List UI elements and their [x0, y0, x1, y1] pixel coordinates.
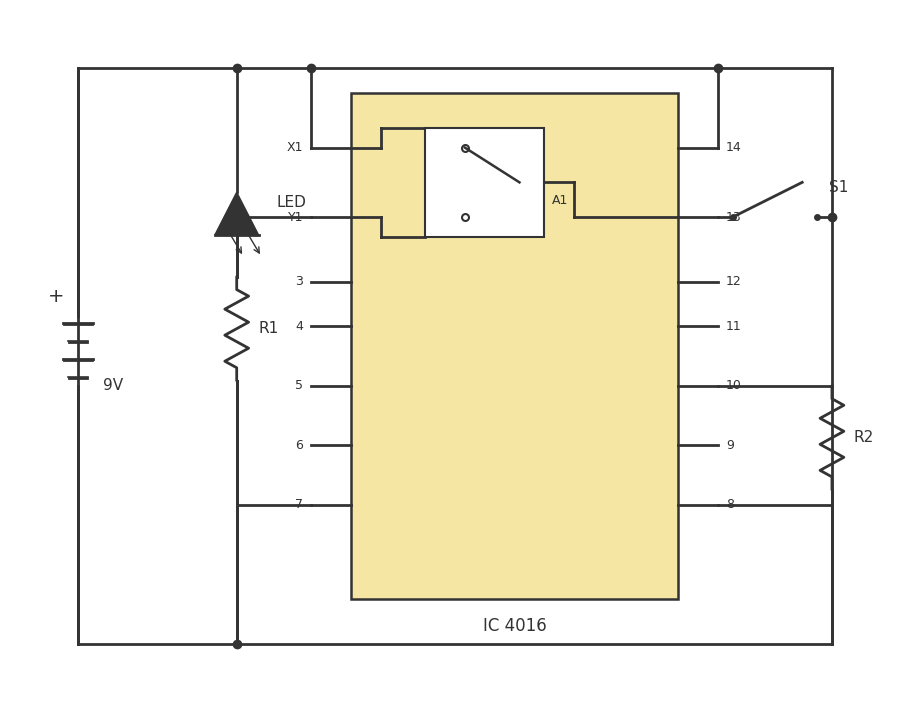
Text: X1: X1	[287, 141, 303, 154]
Bar	[425, 128, 544, 237]
Text: 3: 3	[296, 275, 303, 288]
Text: Y1: Y1	[287, 210, 303, 224]
Text: R2: R2	[854, 430, 874, 445]
Text: 13: 13	[726, 210, 742, 224]
Text: IC 4016: IC 4016	[483, 617, 546, 635]
Text: 10: 10	[726, 379, 742, 393]
Text: R1: R1	[259, 321, 278, 336]
Text: 9: 9	[726, 439, 733, 451]
Polygon shape	[214, 192, 259, 235]
Text: 9V: 9V	[103, 379, 123, 393]
Text: 11: 11	[726, 320, 742, 333]
Text: 8: 8	[726, 498, 733, 511]
Bar	[350, 93, 678, 599]
Text: 12: 12	[726, 275, 742, 288]
Text: S1: S1	[829, 179, 849, 195]
Text: +: +	[48, 287, 64, 306]
Text: 14: 14	[726, 141, 742, 154]
Text: LED: LED	[277, 195, 306, 210]
Text: 7: 7	[296, 498, 303, 511]
Text: A1: A1	[552, 194, 569, 207]
Text: 6: 6	[296, 439, 303, 451]
Text: 5: 5	[296, 379, 303, 393]
Text: 4: 4	[296, 320, 303, 333]
